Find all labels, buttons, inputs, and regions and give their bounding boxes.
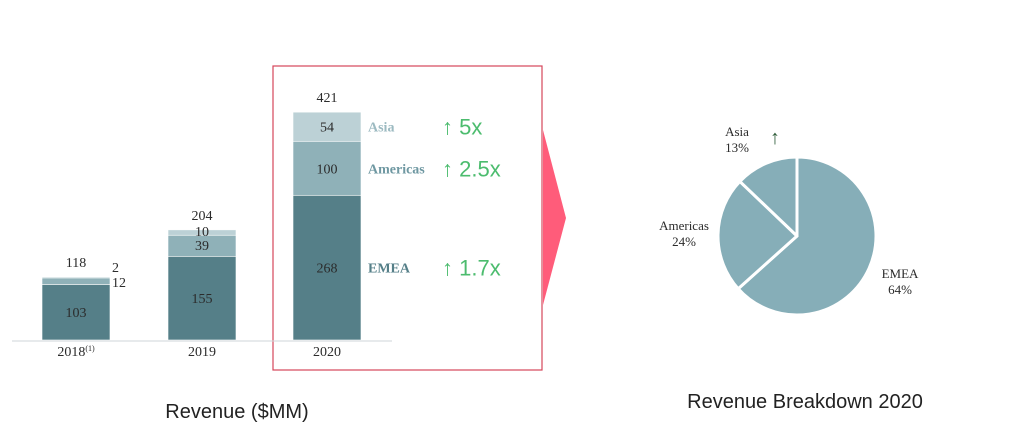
bar-asia-2018 bbox=[41, 276, 111, 279]
series-label-asia: Asia bbox=[368, 121, 394, 136]
pie-percent-emea: 64% bbox=[888, 282, 912, 297]
bar-americas-2020 bbox=[292, 140, 362, 196]
pie-label-emea: EMEA bbox=[882, 266, 919, 281]
value-label: 10 bbox=[195, 225, 209, 240]
pie-chart-caption: Revenue Breakdown 2020 bbox=[687, 391, 923, 413]
bar-chart-caption: Revenue ($MM) bbox=[165, 401, 308, 423]
value-label: 2 bbox=[112, 261, 119, 276]
value-label: 54 bbox=[320, 121, 334, 136]
value-label: 100 bbox=[317, 162, 338, 177]
growth-label-asia: ↑ 5x bbox=[442, 115, 482, 140]
pie-label-americas: Americas bbox=[659, 218, 709, 233]
bar-asia-2019 bbox=[167, 229, 237, 236]
pie-label-asia: Asia bbox=[725, 124, 749, 139]
series-label-americas: Americas bbox=[368, 162, 425, 177]
pointer-arrow bbox=[543, 130, 566, 305]
pie-percent-americas: 24% bbox=[672, 234, 696, 249]
growth-label-americas: ↑ 2.5x bbox=[442, 156, 501, 181]
bar-emea-2020 bbox=[292, 194, 362, 341]
value-label: 155 bbox=[192, 292, 213, 307]
highlight-frame-2020 bbox=[272, 65, 543, 371]
series-label-emea: EMEA bbox=[368, 262, 411, 277]
bar-asia-2020 bbox=[292, 111, 362, 142]
value-label: 39 bbox=[195, 239, 209, 254]
pie-slice-americas bbox=[716, 179, 799, 291]
bar-emea-2018 bbox=[41, 284, 111, 341]
value-label: 12 bbox=[112, 276, 126, 291]
up-arrow-icon: ↑ bbox=[770, 127, 780, 149]
growth-label-emea: ↑ 1.7x bbox=[442, 256, 501, 281]
total-label: 421 bbox=[317, 91, 338, 106]
pie-percent-asia: 13% bbox=[725, 140, 749, 155]
bar-americas-2018 bbox=[41, 277, 111, 285]
pie-slice-emea bbox=[736, 155, 878, 317]
total-label: 118 bbox=[66, 256, 86, 271]
category-label: 2020 bbox=[313, 345, 341, 360]
value-label: 103 bbox=[66, 306, 87, 321]
pie-slice-asia bbox=[738, 155, 799, 238]
value-label: 268 bbox=[317, 262, 338, 277]
category-label: 2018(1) bbox=[57, 344, 95, 360]
category-label: 2019 bbox=[188, 345, 216, 360]
total-label: 204 bbox=[192, 209, 213, 224]
bar-emea-2019 bbox=[167, 255, 237, 341]
